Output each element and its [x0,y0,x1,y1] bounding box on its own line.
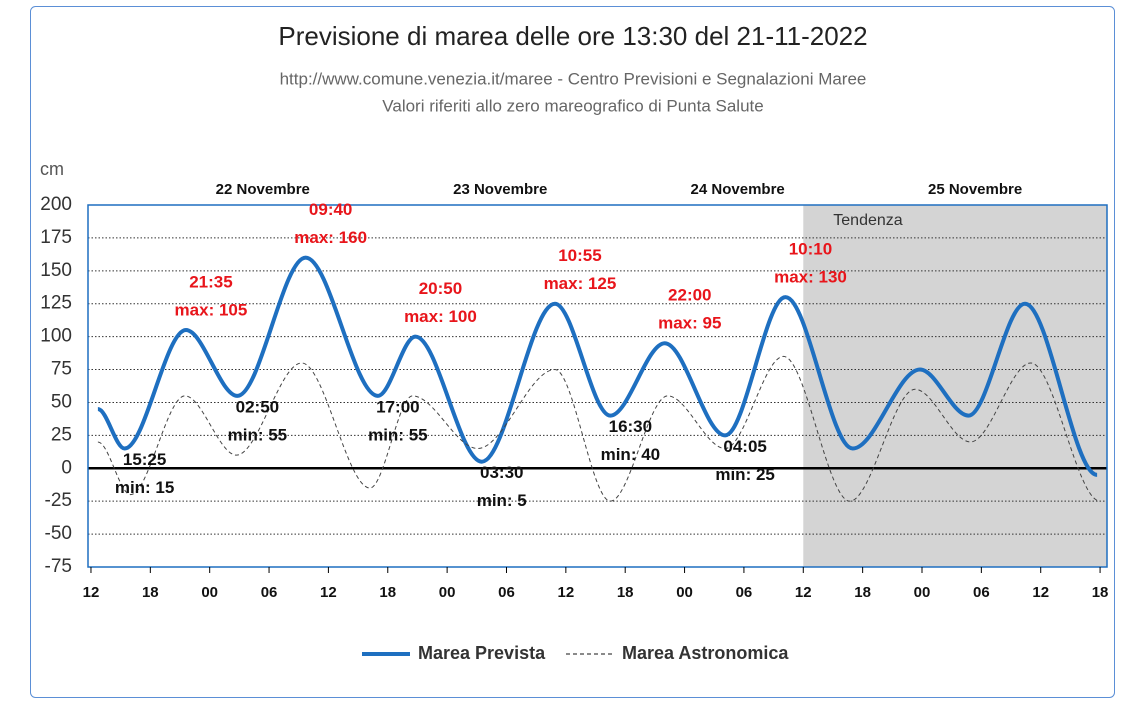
y-tick-label: 125 [40,293,72,314]
y-tick-label: 150 [40,260,72,281]
x-tick-label: 12 [557,584,574,601]
x-tick-label: 00 [439,584,456,601]
y-tick-label: 175 [40,227,72,248]
legend-label: Marea Astronomica [622,643,789,663]
x-tick-label: 12 [320,584,337,601]
x-tick-label: 18 [617,584,634,601]
x-tick-label: 18 [854,584,871,601]
extreme-time: 15:25 [123,450,166,469]
extreme-label: max: 125 [544,274,617,293]
subtitle: http://www.comune.venezia.it/maree - Cen… [280,69,867,88]
extreme-time: 21:35 [189,273,232,292]
x-tick-label: 06 [261,584,278,601]
x-tick-label: 00 [914,584,931,601]
legend-label: Marea Prevista [418,643,546,663]
x-tick-label: 06 [973,584,990,601]
extreme-time: 22:00 [668,286,711,305]
y-tick-label: -75 [45,556,72,577]
x-tick-label: 06 [498,584,515,601]
extreme-time: 20:50 [419,279,462,298]
x-tick-label: 12 [1032,584,1049,601]
tendenza-label: Tendenza [833,212,902,229]
extreme-time: 10:55 [558,246,601,265]
extreme-label: min: 40 [601,445,661,464]
extreme-label: min: 15 [115,478,175,497]
extreme-time: 10:10 [789,240,832,259]
extreme-time: 04:05 [723,437,766,456]
extreme-time: 03:30 [480,463,523,482]
day-label: 24 Novembre [691,181,785,198]
x-tick-label: 12 [795,584,812,601]
y-tick-label: 50 [51,391,72,412]
extreme-time: 02:50 [236,397,279,416]
chart-title: Previsione di marea delle ore 13:30 del … [278,21,867,51]
day-label: 22 Novembre [216,181,310,198]
y-tick-label: 0 [61,457,72,478]
extreme-label: max: 105 [175,301,248,320]
y-axis-label: cm [40,159,64,179]
extreme-time: 09:40 [309,200,352,219]
extreme-label: max: 130 [774,268,847,287]
extreme-label: min: 55 [368,425,428,444]
y-tick-label: 75 [51,359,72,380]
y-tick-label: -50 [45,523,72,544]
y-tick-label: 100 [40,326,72,347]
y-tick-label: 25 [51,424,72,445]
extreme-label: max: 160 [294,228,367,247]
x-tick-label: 18 [142,584,159,601]
day-label: 25 Novembre [928,181,1022,198]
x-tick-label: 12 [83,584,100,601]
extreme-time: 17:00 [376,397,419,416]
extreme-label: min: 55 [228,425,288,444]
x-tick-label: 18 [379,584,396,601]
y-tick-label: -25 [45,490,72,511]
extreme-label: max: 100 [404,307,477,326]
x-tick-label: 18 [1092,584,1109,601]
tendenza-area [803,205,1107,567]
x-tick-label: 00 [676,584,693,601]
x-tick-label: 06 [736,584,753,601]
subtitle: Valori riferiti allo zero mareografico d… [382,96,763,115]
series-line [97,255,1098,477]
series-line [97,355,1101,502]
x-tick-label: 00 [201,584,218,601]
y-tick-label: 200 [40,194,72,215]
extreme-label: max: 95 [658,314,721,333]
extreme-label: min: 25 [715,465,775,484]
extreme-label: min: 5 [477,491,527,510]
day-label: 23 Novembre [453,181,547,198]
extreme-time: 16:30 [609,417,652,436]
plot-border [87,204,1108,568]
